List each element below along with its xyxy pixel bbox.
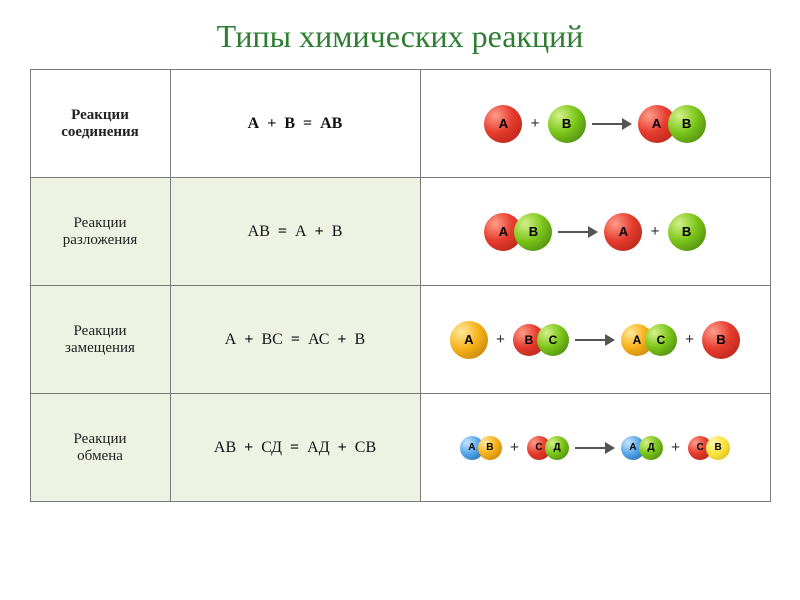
- arrow-icon: [575, 336, 615, 344]
- reaction-name: Реакцииразложения: [30, 178, 170, 286]
- atom-sphere: В: [514, 213, 552, 251]
- atom-sphere: В: [668, 105, 706, 143]
- diagram-exchange: АВ + СД АД + СВ: [427, 436, 764, 460]
- table-row: Реакцииразложения АВ = А + В АВ А + В: [30, 178, 770, 286]
- atom-sphere: В: [706, 436, 730, 460]
- reaction-equation: АВ + СД = АД + СВ: [170, 394, 420, 502]
- atom-sphere: В: [548, 105, 586, 143]
- diagram-combine: А + В АВ: [427, 105, 764, 143]
- molecule-pair: АВ: [484, 213, 552, 251]
- arrow-icon: [575, 444, 615, 452]
- plus-op: +: [528, 115, 541, 133]
- arrow-icon: [558, 228, 598, 236]
- plus-op: +: [669, 439, 682, 457]
- diagram-substitute: А + ВС АС + В: [427, 321, 764, 359]
- reaction-name: Реакциисоединения: [30, 70, 170, 178]
- molecule-pair: ВС: [513, 324, 569, 356]
- reaction-equation: АВ = А + В: [170, 178, 420, 286]
- atom-sphere: В: [478, 436, 502, 460]
- table-row: Реакцииобмена АВ + СД = АД + СВ АВ + СД …: [30, 394, 770, 502]
- plus-op: +: [683, 331, 696, 349]
- table-row: Реакциизамещения А + ВС = АС + В А + ВС …: [30, 286, 770, 394]
- plus-op: +: [508, 439, 521, 457]
- plus-op: +: [648, 223, 661, 241]
- atom-sphere: С: [645, 324, 677, 356]
- reaction-diagram: А + В АВ: [420, 70, 770, 178]
- reaction-name: Реакциизамещения: [30, 286, 170, 394]
- reaction-equation: А + ВС = АС + В: [170, 286, 420, 394]
- atom-sphere: А: [450, 321, 488, 359]
- atom-sphere: А: [604, 213, 642, 251]
- arrow-icon: [592, 120, 632, 128]
- reaction-equation: А + В = АВ: [170, 70, 420, 178]
- atom-sphere: А: [484, 105, 522, 143]
- molecule-pair: СД: [527, 436, 569, 460]
- atom-sphere: В: [702, 321, 740, 359]
- atom-sphere: В: [668, 213, 706, 251]
- plus-op: +: [494, 331, 507, 349]
- atom-sphere: Д: [545, 436, 569, 460]
- atom-sphere: Д: [639, 436, 663, 460]
- molecule-pair: АС: [621, 324, 677, 356]
- atom-sphere: С: [537, 324, 569, 356]
- molecule-pair: АВ: [638, 105, 706, 143]
- molecule-pair: СВ: [688, 436, 730, 460]
- molecule-pair: АД: [621, 436, 663, 460]
- table-row: Реакциисоединения А + В = АВ А + В АВ: [30, 70, 770, 178]
- reaction-diagram: АВ + СД АД + СВ: [420, 394, 770, 502]
- page-title: Типы химических реакций: [0, 0, 800, 69]
- molecule-pair: АВ: [460, 436, 502, 460]
- diagram-decompose: АВ А + В: [427, 213, 764, 251]
- reaction-diagram: А + ВС АС + В: [420, 286, 770, 394]
- reaction-name: Реакцииобмена: [30, 394, 170, 502]
- reaction-diagram: АВ А + В: [420, 178, 770, 286]
- reaction-table: Реакциисоединения А + В = АВ А + В АВ Ре…: [30, 69, 771, 502]
